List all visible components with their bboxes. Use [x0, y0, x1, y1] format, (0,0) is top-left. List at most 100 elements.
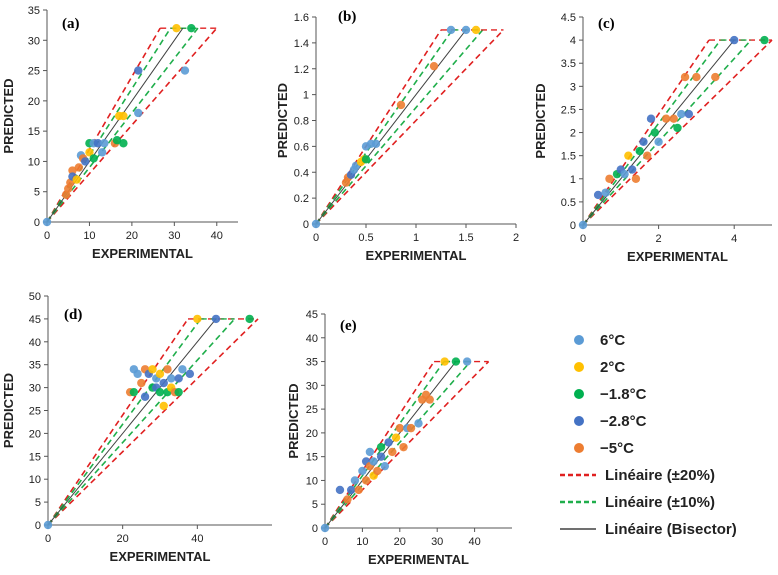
- data-point: [174, 374, 183, 383]
- data-point: [140, 392, 150, 401]
- chart-legend: 6°C 2°C −1.8°C −2.8°C −5°C Linéaire (±20%) Lin…: [560, 332, 737, 538]
- x-tick-label: 40: [468, 536, 480, 548]
- panel-label: (a): [62, 16, 80, 32]
- legend-label: Linéaire (±10%): [605, 494, 715, 511]
- x-axis-label: EXPERIMENTAL: [627, 249, 728, 264]
- ref-line-plus10: [315, 29, 454, 225]
- x-tick-label: 0: [45, 533, 51, 545]
- data-point: [373, 466, 382, 476]
- data-point: [174, 387, 183, 397]
- legend-label: Linéaire (±20%): [605, 467, 715, 484]
- y-tick-label: 35: [28, 5, 40, 17]
- legend-entry: −5°C: [574, 440, 634, 457]
- y-tick-label: 10: [29, 474, 41, 486]
- data-point: [335, 485, 345, 495]
- data-point: [646, 114, 656, 123]
- x-axis-label: EXPERIMENTAL: [92, 246, 193, 261]
- y-axis-label: PREDICTED: [1, 78, 16, 153]
- data-point: [187, 23, 196, 33]
- data-point: [361, 155, 371, 164]
- data-point: [167, 374, 176, 383]
- legend-marker: [574, 443, 584, 453]
- x-tick-label: 30: [168, 230, 180, 242]
- y-tick-label: 1.4: [294, 38, 309, 50]
- data-point: [89, 154, 98, 163]
- data-point: [193, 314, 202, 324]
- ref-line-minus20: [46, 27, 218, 223]
- data-point: [380, 461, 390, 471]
- data-point: [429, 61, 439, 71]
- y-tick-label: 20: [28, 96, 40, 108]
- ref-line-minus20: [324, 360, 490, 529]
- data-point: [350, 476, 360, 485]
- y-tick-label: 5: [35, 497, 41, 509]
- data-point: [311, 219, 321, 229]
- x-axis-label: EXPERIMENTAL: [368, 552, 469, 567]
- ref-line-plus20: [46, 27, 161, 223]
- y-tick-label: 15: [306, 452, 318, 464]
- y-tick-label: 25: [306, 404, 318, 416]
- data-point: [471, 25, 481, 35]
- y-tick-label: 15: [29, 451, 41, 463]
- y-tick-label: 40: [29, 337, 41, 349]
- y-tick-label: 2.5: [561, 104, 576, 116]
- panel-c: 0 2 4 0 0.5 1 1.5 2 2.5 3 3.5 4 4.5 EXPERIMENTAL PREDI…: [533, 12, 773, 264]
- data-point: [134, 108, 143, 118]
- data-point: [605, 174, 614, 183]
- ref-line-plus10: [46, 27, 172, 223]
- y-tick-label: 0: [570, 220, 576, 232]
- data-point: [414, 419, 423, 428]
- legend-entry: Linéaire (±10%): [560, 494, 715, 511]
- y-tick-label: 0: [312, 523, 318, 535]
- y-tick-label: 40: [306, 333, 318, 345]
- y-tick-label: 4: [570, 35, 576, 47]
- data-point: [172, 23, 181, 33]
- data-point: [730, 35, 739, 45]
- y-tick-label: 5: [312, 499, 318, 511]
- data-point: [391, 433, 401, 442]
- data-point: [119, 111, 128, 121]
- data-point: [361, 476, 371, 485]
- x-tick-label: 20: [126, 230, 138, 242]
- legend-entry: 2°C: [574, 359, 625, 376]
- x-tick-label: 40: [191, 533, 203, 545]
- data-point: [68, 166, 77, 175]
- y-tick-label: 0.6: [294, 141, 309, 153]
- panel-a: 0 10 20 30 40 0 5 10 15 20 25 30 35 EXPERIMENTAL PREDI…: [1, 5, 238, 261]
- y-tick-label: 1.2: [294, 64, 309, 76]
- data-point: [654, 137, 663, 146]
- y-tick-label: 50: [29, 291, 41, 303]
- data-point: [388, 447, 397, 457]
- panel-b: 0 0.5 1 1.5 2 0 0.2 0.4 0.6 0.8 1 1.2 1.4 1.6 EXPERIME…: [275, 9, 519, 263]
- legend-label: Linéaire (Bisector): [605, 521, 737, 538]
- legend-marker: [574, 389, 584, 399]
- data-point: [631, 174, 641, 183]
- data-point: [93, 139, 103, 148]
- y-tick-label: 0: [35, 520, 41, 532]
- data-point: [661, 114, 671, 123]
- y-tick-label: 5: [34, 187, 40, 199]
- ref-line-plus20: [315, 29, 442, 225]
- data-point: [601, 188, 610, 197]
- bisector-line: [315, 29, 467, 225]
- y-axis-label: PREDICTED: [275, 83, 290, 158]
- y-tick-label: 15: [28, 126, 40, 138]
- y-tick-label: 25: [29, 406, 41, 418]
- legend-marker: [574, 335, 584, 345]
- data-point: [343, 495, 352, 504]
- data-point: [376, 442, 386, 452]
- legend-entry: Linéaire (±20%): [560, 467, 715, 484]
- data-point: [673, 123, 682, 133]
- data-point: [680, 72, 690, 82]
- data-point: [245, 314, 254, 324]
- data-point: [320, 523, 330, 533]
- data-point: [365, 447, 375, 457]
- y-tick-label: 3: [570, 81, 576, 93]
- data-point: [384, 438, 393, 447]
- y-axis-label: PREDICTED: [533, 83, 548, 158]
- data-point: [85, 148, 94, 157]
- ref-line-minus10: [582, 39, 752, 226]
- legend-entry: −1.8°C: [574, 386, 647, 403]
- data-point: [119, 139, 128, 148]
